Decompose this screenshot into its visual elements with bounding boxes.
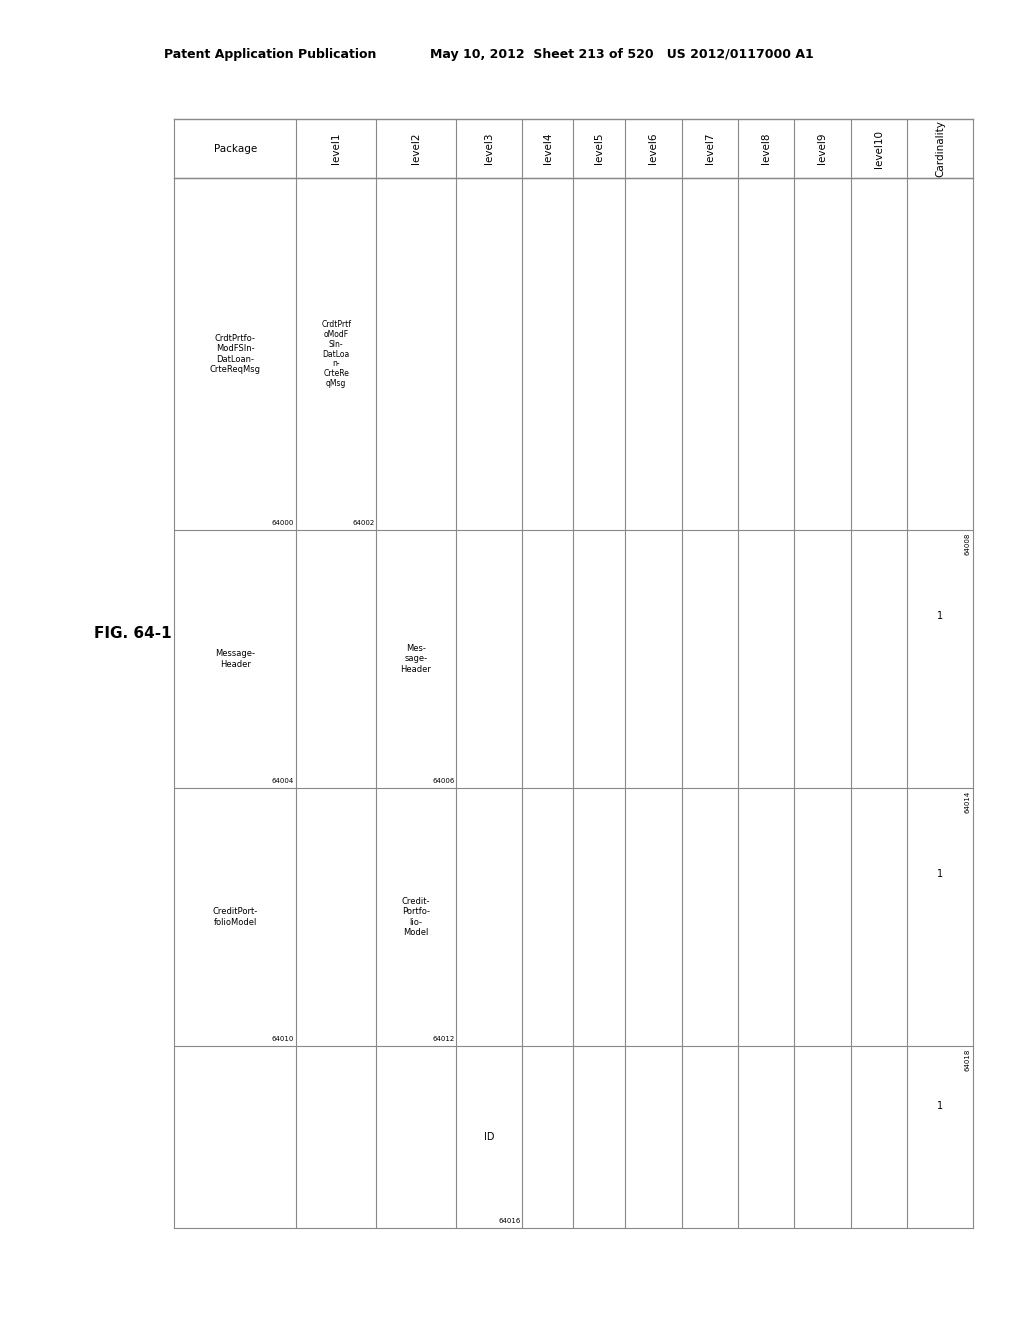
Text: level7: level7 (705, 133, 715, 164)
Text: level9: level9 (817, 133, 827, 164)
Text: Credit-
Portfo-
lio-
Model: Credit- Portfo- lio- Model (401, 896, 430, 937)
Text: 64000: 64000 (271, 520, 294, 525)
Text: Cardinality: Cardinality (935, 120, 945, 177)
Text: level8: level8 (761, 133, 771, 164)
Text: 64012: 64012 (433, 1036, 455, 1041)
Text: level5: level5 (594, 133, 604, 164)
Text: 1: 1 (937, 611, 943, 620)
Text: level4: level4 (543, 133, 553, 164)
Text: 64016: 64016 (499, 1217, 521, 1224)
Text: Package: Package (214, 144, 257, 153)
Text: 64006: 64006 (432, 777, 455, 784)
Text: 64018: 64018 (965, 1048, 971, 1071)
Text: level3: level3 (484, 133, 494, 164)
Text: 64010: 64010 (271, 1036, 294, 1041)
Text: level1: level1 (331, 133, 341, 164)
Text: 1: 1 (937, 869, 943, 879)
Text: 64008: 64008 (965, 532, 971, 554)
Text: ID: ID (483, 1131, 495, 1142)
Text: CreditPort-
folioModel: CreditPort- folioModel (213, 907, 258, 927)
Text: Message-
Header: Message- Header (215, 649, 255, 669)
Text: May 10, 2012  Sheet 213 of 520   US 2012/0117000 A1: May 10, 2012 Sheet 213 of 520 US 2012/01… (430, 48, 814, 61)
Text: CrdtPrtf
oModF
SIn-
DatLoa
n-
CrteRe
qMsg: CrdtPrtf oModF SIn- DatLoa n- CrteRe qMs… (322, 321, 351, 388)
Text: level10: level10 (873, 129, 884, 168)
Text: FIG. 64-1: FIG. 64-1 (94, 626, 172, 642)
Text: 64002: 64002 (353, 520, 375, 525)
Text: 64014: 64014 (965, 791, 971, 813)
Text: 1: 1 (937, 1101, 943, 1111)
Text: Mes-
sage-
Header: Mes- sage- Header (400, 644, 431, 673)
Text: Patent Application Publication: Patent Application Publication (164, 48, 376, 61)
Text: CrdtPrtfo-
ModFSIn-
DatLoan-
CrteReqMsg: CrdtPrtfo- ModFSIn- DatLoan- CrteReqMsg (210, 334, 261, 374)
Text: 64004: 64004 (272, 777, 294, 784)
Text: level6: level6 (648, 133, 658, 164)
Text: level2: level2 (411, 133, 421, 164)
